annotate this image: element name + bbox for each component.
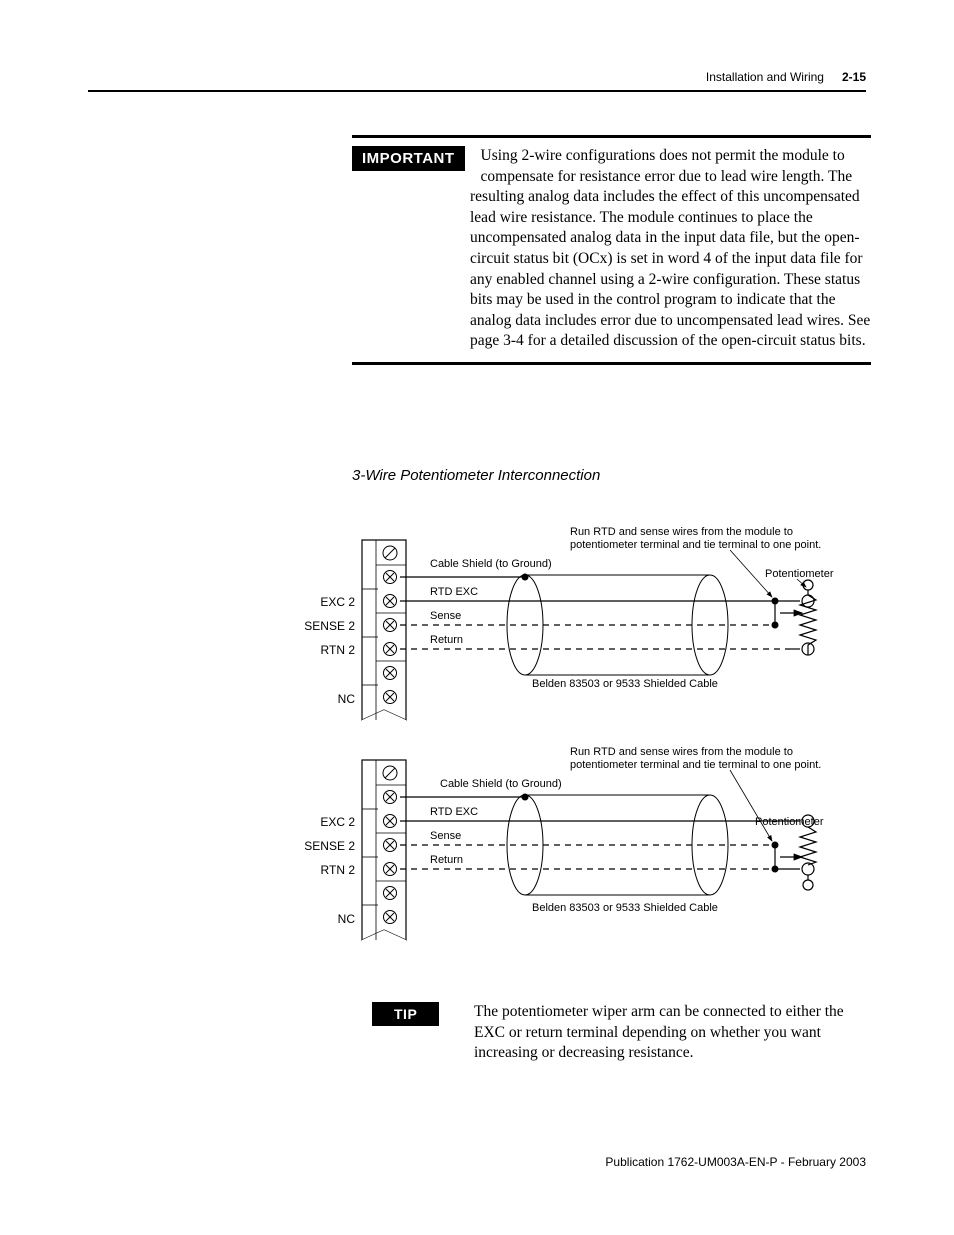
terminal-sense2-label: SENSE 2 — [304, 619, 355, 633]
diagram-note-line1: Run RTD and sense wires from the module … — [570, 526, 793, 538]
return-label: Return — [430, 634, 463, 646]
diagram-subheading: 3-Wire Potentiometer Interconnection — [352, 467, 600, 484]
terminal-rtn2-label: RTN 2 — [321, 643, 356, 657]
diagram-note-line1-2: Run RTD and sense wires from the module … — [570, 746, 793, 758]
return-label-2: Return — [430, 854, 463, 866]
important-block: IMPORTANT Using 2-wire configurations do… — [352, 135, 871, 365]
terminal-nc-label-2: NC — [338, 912, 356, 926]
terminal-exc2-label-2: EXC 2 — [320, 815, 355, 829]
tip-badge: TIP — [372, 1002, 439, 1026]
important-badge: IMPORTANT — [352, 146, 465, 171]
cable-shield-label: Cable Shield (to Ground) — [430, 558, 552, 570]
cable-label-2: Belden 83503 or 9533 Shielded Cable — [532, 902, 718, 914]
chapter-title: Installation and Wiring — [706, 70, 824, 84]
sense-label: Sense — [430, 610, 461, 622]
page-header: Installation and Wiring 2-15 — [88, 70, 866, 92]
potentiometer-label: Potentiometer — [765, 568, 834, 580]
terminal-sense2-label-2: SENSE 2 — [304, 839, 355, 853]
diagram-note-line2-2: potentiometer terminal and tie terminal … — [570, 759, 821, 771]
cable-label: Belden 83503 or 9533 Shielded Cable — [532, 678, 718, 690]
rtd-exc-label: RTD EXC — [430, 586, 478, 598]
important-text: Using 2-wire configurations does not per… — [470, 146, 871, 352]
potentiometer-label-2: Potentiometer — [755, 816, 824, 828]
rtd-exc-label-2: RTD EXC — [430, 806, 478, 818]
tip-text: The potentiometer wiper arm can be conne… — [474, 1002, 872, 1064]
page-number: 2-15 — [842, 70, 866, 84]
tip-block: TIP The potentiometer wiper arm can be c… — [372, 1002, 872, 1064]
diagram-note-line2: potentiometer terminal and tie terminal … — [570, 539, 821, 551]
terminal-nc-label: NC — [338, 692, 356, 706]
publication-footer: Publication 1762-UM003A-EN-P - February … — [605, 1155, 866, 1169]
wiring-diagram: EXC 2 SENSE 2 RTN 2 NC Cable Shield (to … — [300, 515, 870, 985]
terminal-rtn2-label-2: RTN 2 — [321, 863, 356, 877]
sense-label-2: Sense — [430, 830, 461, 842]
cable-shield-label-2: Cable Shield (to Ground) — [440, 778, 562, 790]
terminal-exc2-label: EXC 2 — [320, 595, 355, 609]
